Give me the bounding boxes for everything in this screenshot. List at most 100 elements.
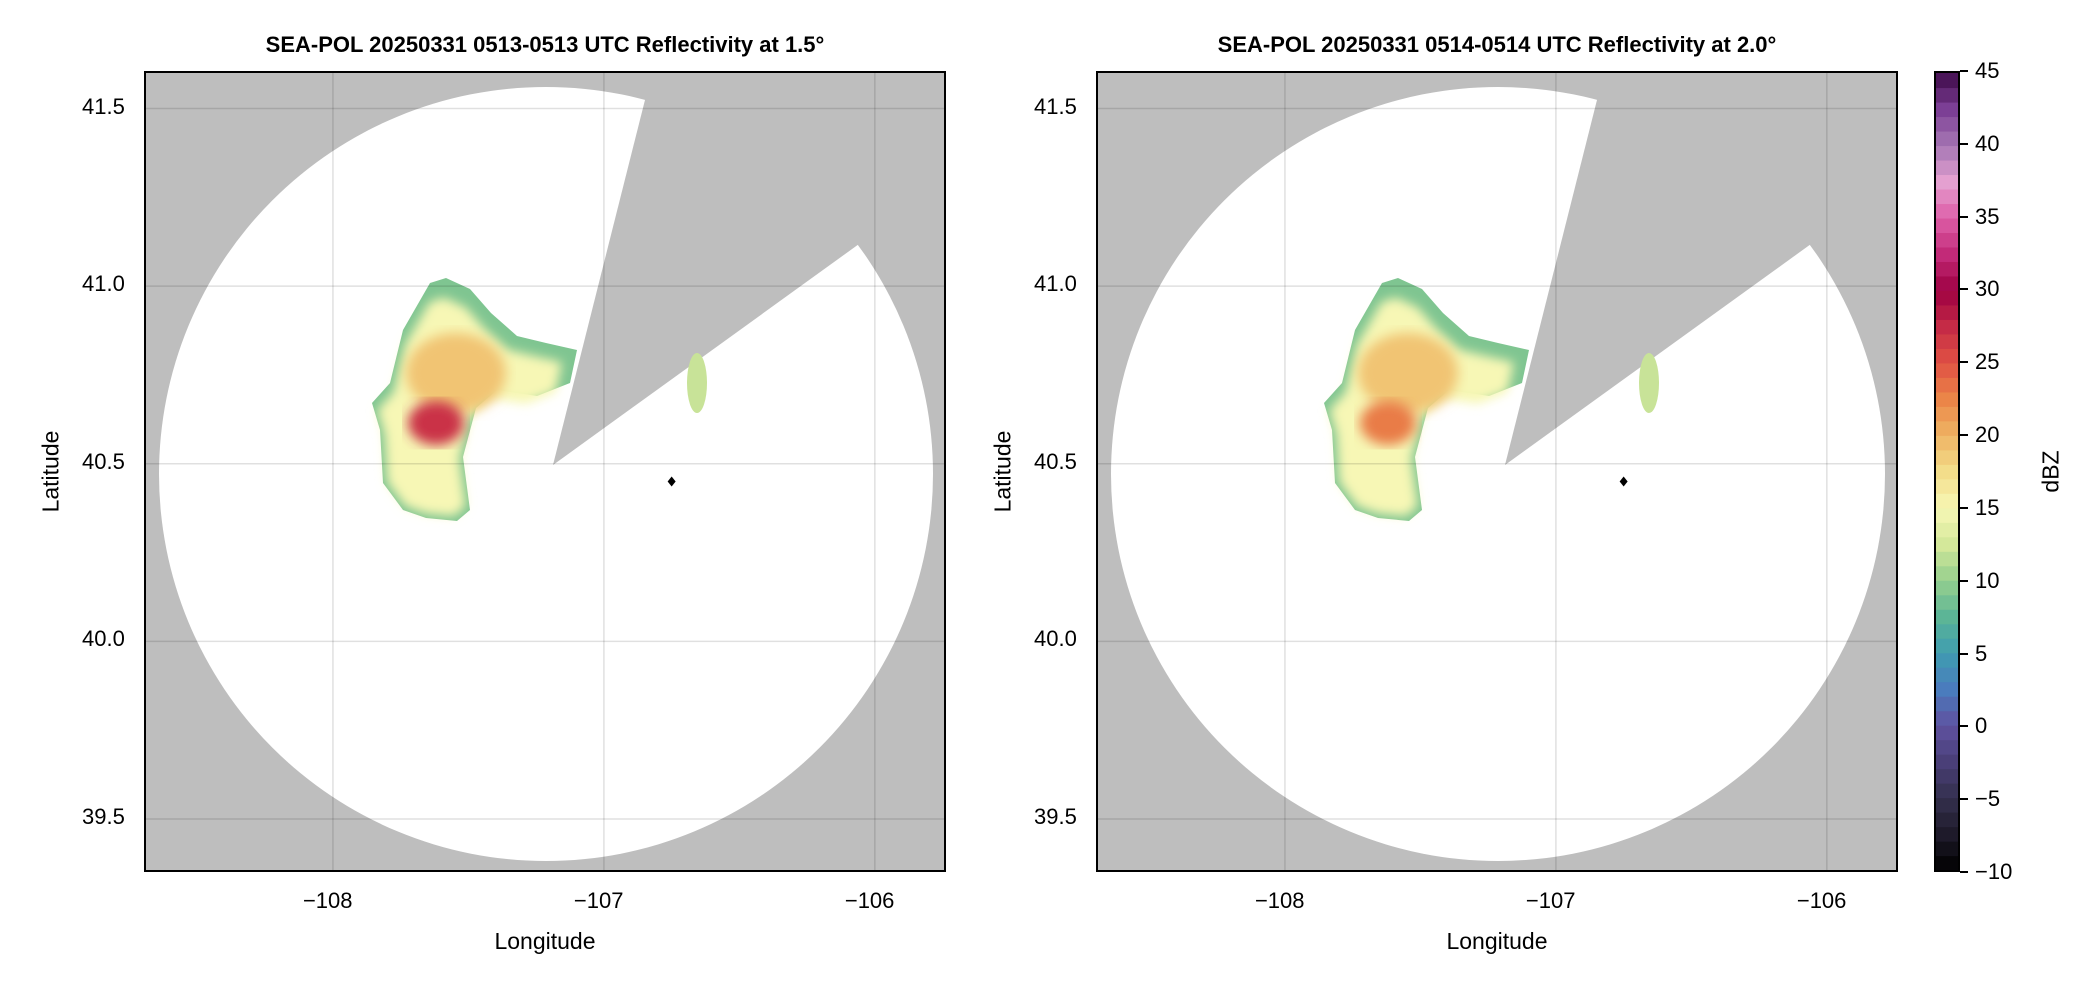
colorbar-band [1936,449,1958,465]
xlabel-right: Longitude [1446,928,1548,954]
colorbar-tick [1960,725,1968,728]
colorbar-band [1936,855,1958,871]
colorbar-band [1936,130,1958,147]
colorbar-tick [1960,579,1968,582]
ytick-label: 40.5 [1034,448,1077,474]
colorbar-svg [1936,73,1958,871]
colorbar-band [1936,174,1958,190]
colorbar-band [1936,493,1958,509]
colorbar-band [1936,406,1958,422]
colorbar-tick-label: −5 [1975,786,2001,812]
colorbar-tick [1960,434,1968,437]
colorbar-band [1936,159,1958,176]
plot-left [144,71,946,872]
colorbar-band [1936,333,1958,349]
ytick-label: 40.0 [82,626,125,652]
ytick-label: 41.0 [82,271,125,297]
location-marker [1619,476,1628,487]
colorbar-tick [1960,871,1968,873]
colorbar-tick-label: 10 [1975,567,2000,593]
ylabel-left: Latitude [37,430,64,513]
ytick-label: 39.5 [82,803,125,829]
colorbar-band [1936,768,1958,784]
colorbar-band [1936,783,1958,799]
colorbar-tick [1960,652,1968,655]
colorbar-tick [1960,215,1968,218]
colorbar-band [1936,812,1958,828]
echo-small-cell [1639,353,1659,413]
xlabel-left: Longitude [494,928,596,954]
ylabel-right: Latitude [989,430,1016,513]
colorbar-band [1936,261,1958,277]
location-marker [667,476,676,487]
colorbar-tick [1960,288,1968,291]
colorbar-band [1936,667,1958,683]
colorbar-band [1936,797,1958,813]
title-right: SEA-POL 20250331 0514-0514 UTC Reflectiv… [1217,32,1777,57]
xtick-label: −108 [302,888,353,913]
colorbar-tick-label: 15 [1975,494,2000,520]
echo-small-cell [687,353,707,413]
plot-svg [1098,73,1896,870]
colorbar-tick [1960,142,1968,145]
colorbar-band [1936,420,1958,436]
colorbar-band [1936,580,1958,596]
plot-svg [146,73,944,870]
colorbar-band [1936,725,1958,741]
colorbar-tick-label: 40 [1975,130,2000,156]
colorbar-band [1936,116,1958,132]
colorbar-band [1936,710,1958,726]
blocked-sector [1505,73,1896,465]
ytick-label: 41.0 [1034,271,1077,297]
colorbar-band [1936,681,1958,697]
colorbar-band [1936,101,1958,118]
colorbar-band [1936,73,1958,89]
colorbar-tick [1960,70,1968,72]
colorbar-band [1936,362,1958,378]
colorbar-band [1936,739,1958,755]
colorbar-band [1936,391,1958,407]
ytick-label: 41.5 [82,93,125,119]
colorbar-band [1936,188,1958,205]
colorbar-band [1936,275,1958,291]
colorbar-band [1936,609,1958,625]
colorbar-band [1936,145,1958,161]
colorbar-tick [1960,506,1968,509]
colorbar-band [1936,464,1958,480]
colorbar-band [1936,536,1958,552]
colorbar-band [1936,290,1958,306]
colorbar-band [1936,217,1958,233]
colorbar-tick-label: 35 [1975,203,2000,229]
colorbar [1934,71,1960,872]
ytick-label: 40.0 [1034,626,1077,652]
colorbar-band [1936,565,1958,581]
colorbar-band [1936,551,1958,567]
colorbar-tick-label: 20 [1975,422,2000,448]
colorbar-tick-label: 25 [1975,349,2000,375]
blocked-sector [553,73,944,465]
xtick-label: −106 [844,888,895,913]
colorbar-band [1936,841,1958,857]
colorbar-band [1936,87,1958,103]
ytick-label: 40.5 [82,448,125,474]
xtick-label: −107 [573,888,624,913]
colorbar-tick-label: −10 [1975,859,2013,884]
colorbar-band [1936,377,1958,393]
colorbar-band [1936,826,1958,842]
reflectivity-echo [372,278,707,521]
xtick-label: −106 [1796,888,1847,913]
colorbar-band [1936,696,1958,712]
colorbar-tick-label: 30 [1975,276,2000,302]
colorbar-band [1936,304,1958,320]
colorbar-band [1936,348,1958,364]
colorbar-band [1936,522,1958,538]
colorbar-tick [1960,798,1968,801]
colorbar-band [1936,232,1958,248]
colorbar-band [1936,478,1958,494]
colorbar-band [1936,246,1958,262]
title-left: SEA-POL 20250331 0513-0513 UTC Reflectiv… [265,32,825,57]
colorbar-band [1936,594,1958,610]
plot-right [1096,71,1898,872]
echo-core [406,333,506,413]
colorbar-tick-label: 45 [1975,58,2000,83]
